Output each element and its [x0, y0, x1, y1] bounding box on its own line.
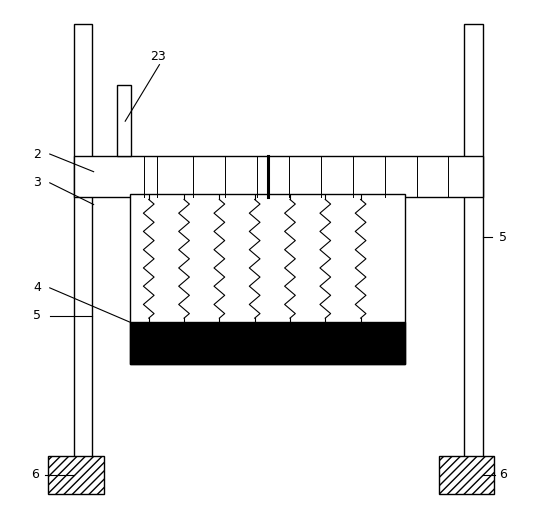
Bar [130, 322, 405, 364]
Text: 5: 5 [34, 309, 41, 322]
Bar [130, 194, 405, 364]
Text: 5: 5 [499, 231, 507, 244]
Bar [74, 156, 483, 197]
Bar [48, 456, 104, 494]
Bar [439, 456, 494, 494]
Bar [117, 85, 131, 156]
Text: 3: 3 [34, 176, 41, 189]
Text: 6: 6 [499, 468, 507, 481]
Bar [464, 24, 483, 464]
Text: 6: 6 [31, 468, 39, 481]
Text: 23: 23 [150, 50, 166, 63]
Text: 4: 4 [34, 281, 41, 294]
Bar [74, 24, 92, 464]
Text: 2: 2 [34, 147, 41, 161]
